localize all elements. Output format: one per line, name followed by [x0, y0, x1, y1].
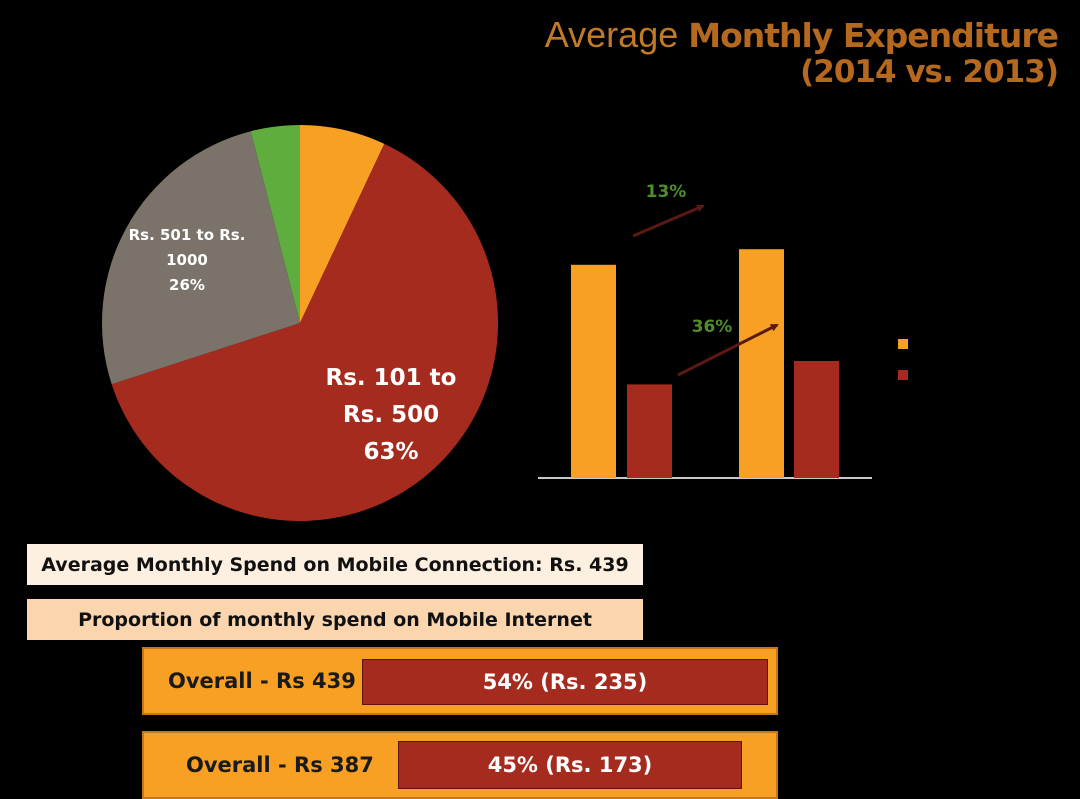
- legend-marker-2013: [898, 370, 908, 380]
- row-label: Overall - Rs 387: [186, 753, 374, 777]
- growth-annotation: 36%: [692, 317, 733, 337]
- growth-arrow: [677, 323, 779, 377]
- row-value-bar: 45% (Rs. 173): [398, 741, 742, 789]
- bar-2013-1: [627, 384, 672, 478]
- row-label: Overall - Rs 439: [168, 669, 356, 693]
- pie-slice-2: [111, 143, 498, 521]
- bar-2014-1: [571, 264, 616, 478]
- bar-2013-2: [794, 361, 839, 478]
- bar-2014-2: [739, 249, 784, 478]
- title-bold: Monthly Expenditure: [688, 16, 1059, 55]
- pie-slice-4: [250, 125, 300, 323]
- average-spend-box: Average Monthly Spend on Mobile Connecti…: [27, 544, 643, 585]
- legend-marker-2014: [898, 339, 908, 349]
- pie-chart: Rs. 101 to Rs. 500 63% Rs. 501 to Rs. 1000 26…: [101, 125, 498, 521]
- title-light: Average: [544, 14, 689, 55]
- charts-svg: Rs. 101 to Rs. 500 63% Rs. 501 to Rs. 1000 26…: [101, 125, 908, 521]
- pie-slice-label: Rs. 101 to Rs. 500 63%: [326, 365, 457, 465]
- proportion-heading-box: Proportion of monthly spend on Mobile In…: [27, 599, 643, 640]
- growth-annotation: 13%: [646, 182, 687, 202]
- bar-chart: 13% 36%: [538, 182, 908, 479]
- growth-arrow: [632, 204, 705, 238]
- page-title: Average Monthly Expenditure (2014 vs. 20…: [544, 14, 1059, 91]
- pie-slice-1: [300, 125, 385, 323]
- pie-slice-label: Rs. 501 to Rs. 1000 26%: [129, 226, 246, 294]
- title-subtitle: (2014 vs. 2013): [800, 54, 1059, 91]
- row-value-bar: 54% (Rs. 235): [362, 659, 768, 705]
- pie-slice-3: [101, 131, 300, 385]
- overall-row-2013: Overall - Rs 387 45% (Rs. 173): [142, 731, 778, 799]
- overall-row-2014: Overall - Rs 439 54% (Rs. 235): [142, 647, 778, 715]
